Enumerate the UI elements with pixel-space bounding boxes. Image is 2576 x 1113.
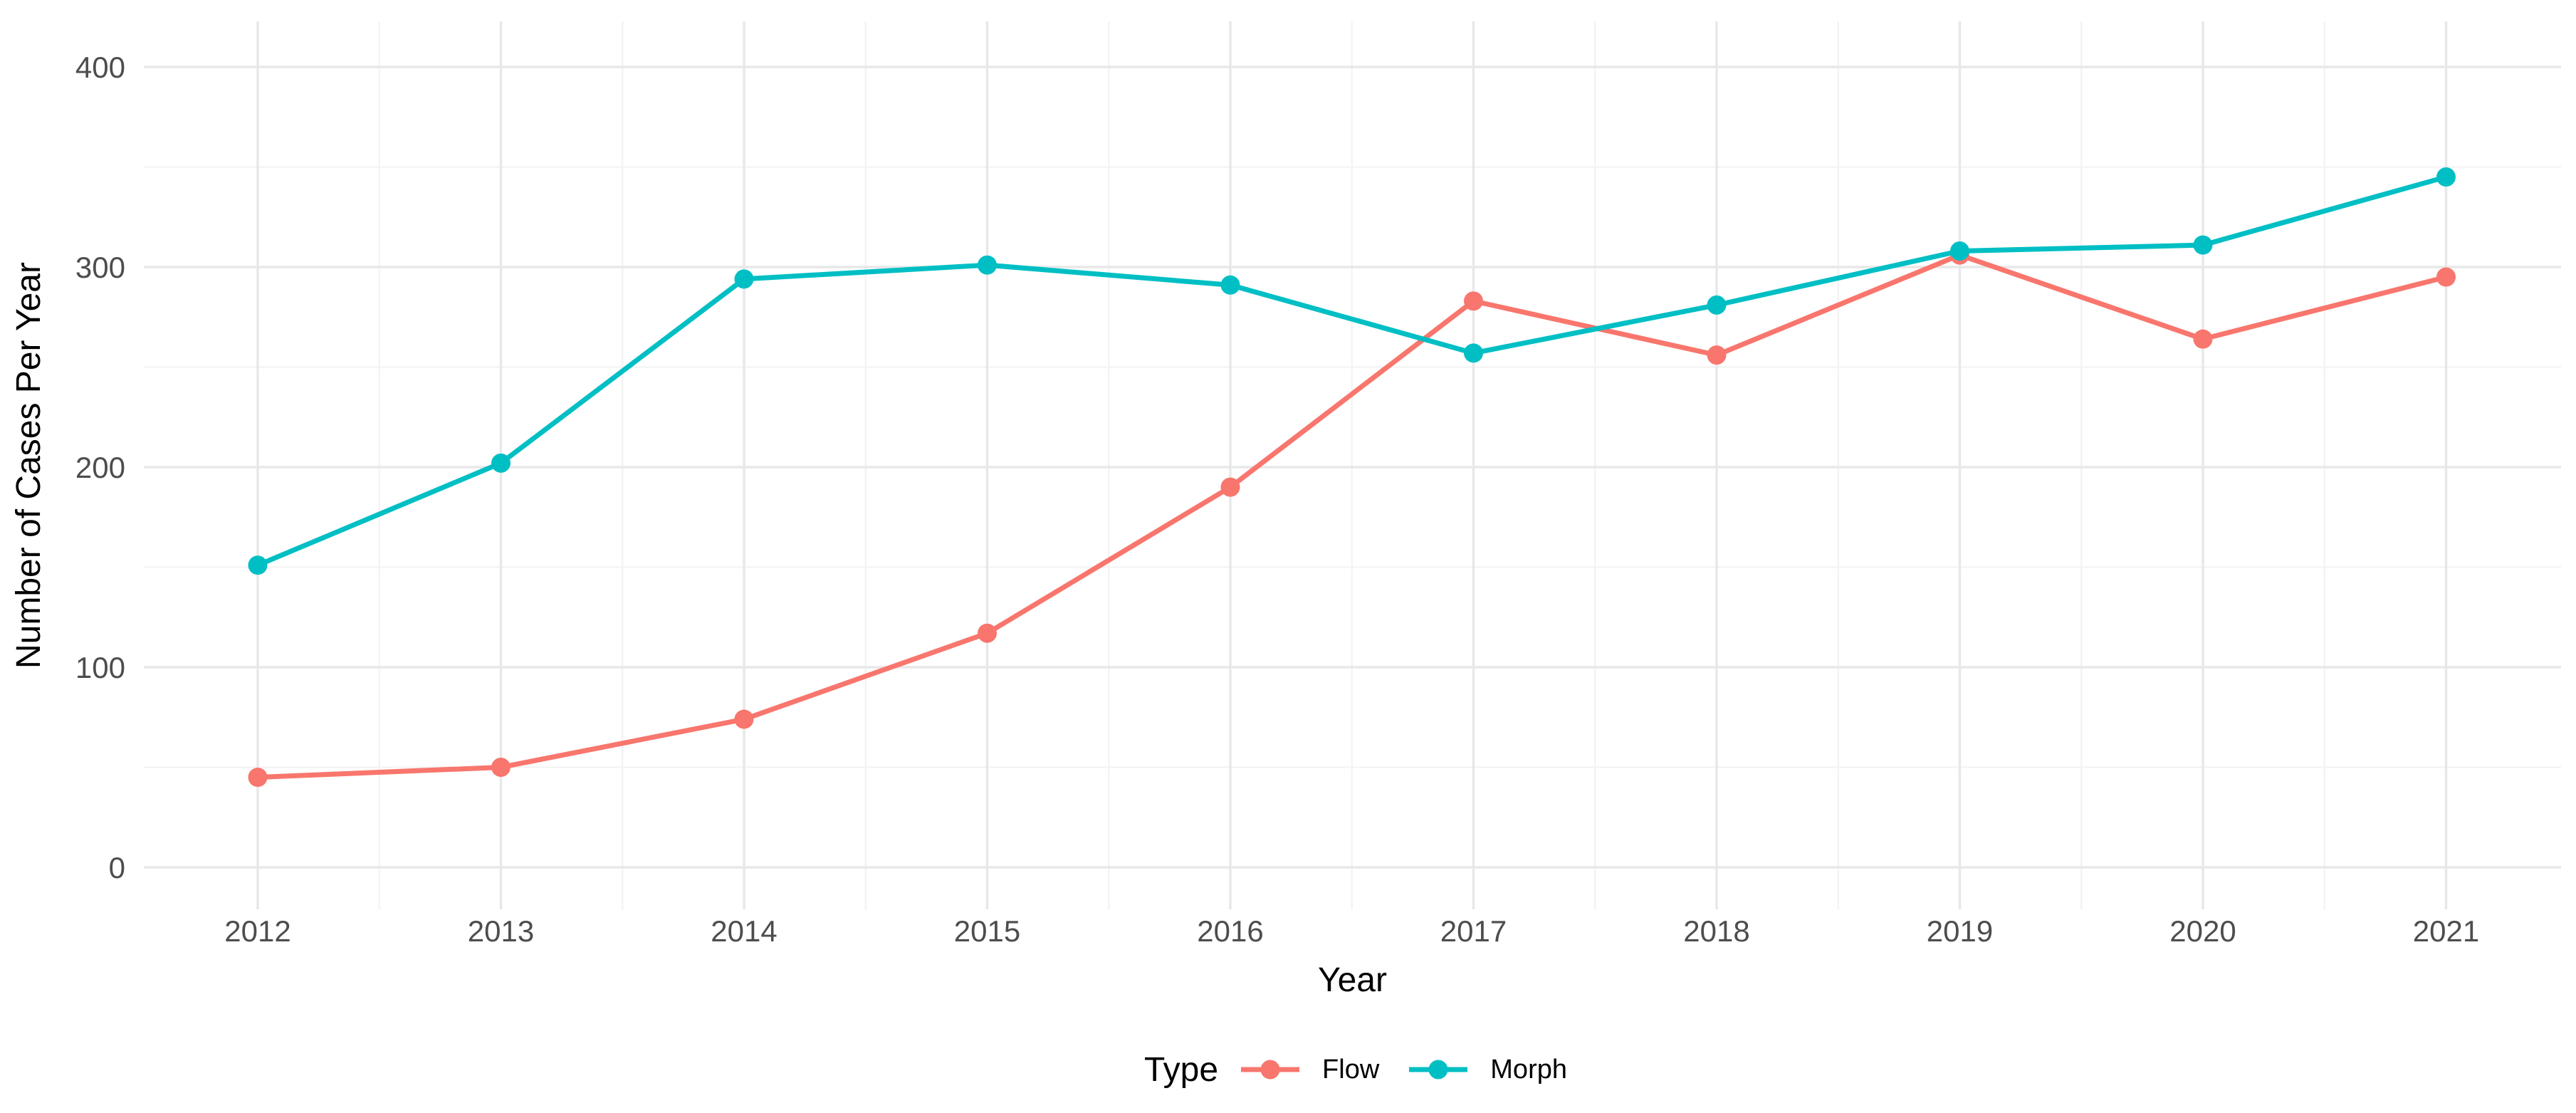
legend-label-morph: Morph xyxy=(1490,1054,1567,1085)
data-point-flow-2020 xyxy=(2193,329,2213,349)
data-point-flow-2014 xyxy=(734,709,754,729)
data-point-morph-2014 xyxy=(734,269,754,289)
data-point-morph-2018 xyxy=(1707,295,1727,315)
data-point-flow-2017 xyxy=(1464,291,1483,311)
data-point-flow-2015 xyxy=(978,623,997,643)
data-point-morph-2019 xyxy=(1950,241,1969,261)
legend: Type Flow Morph xyxy=(135,1034,2576,1105)
y-tick-label: 400 xyxy=(75,51,125,84)
data-point-morph-2016 xyxy=(1220,275,1240,295)
x-tick-label: 2012 xyxy=(224,914,290,948)
legend-key-flow-icon xyxy=(1241,1060,1300,1080)
data-point-morph-2021 xyxy=(2436,167,2456,187)
data-point-morph-2012 xyxy=(248,555,268,575)
x-tick-label: 2017 xyxy=(1440,914,1507,948)
legend-label-flow: Flow xyxy=(1322,1054,1380,1085)
legend-key-morph-icon xyxy=(1409,1060,1468,1080)
data-point-morph-2013 xyxy=(491,453,511,473)
x-tick-label: 2019 xyxy=(1927,914,1993,948)
legend-item-morph: Morph xyxy=(1408,1055,1567,1085)
data-point-flow-2016 xyxy=(1220,477,1240,497)
y-tick-label: 100 xyxy=(75,651,125,684)
y-tick-label: 0 xyxy=(109,851,125,884)
x-axis-title: Year xyxy=(1318,961,1387,999)
data-point-flow-2018 xyxy=(1707,345,1727,365)
x-tick-label: 2016 xyxy=(1197,914,1263,948)
x-tick-label: 2018 xyxy=(1683,914,1749,948)
data-point-morph-2020 xyxy=(2193,235,2213,255)
x-tick-label: 2021 xyxy=(2413,914,2479,948)
y-tick-label: 300 xyxy=(75,251,125,284)
x-tick-label: 2020 xyxy=(2169,914,2236,948)
series-line-morph xyxy=(255,174,2449,568)
data-point-morph-2017 xyxy=(1464,343,1483,363)
data-point-flow-2013 xyxy=(491,758,511,777)
x-tick-label: 2013 xyxy=(468,914,534,948)
legend-item-flow: Flow xyxy=(1240,1055,1379,1085)
legend-title: Type xyxy=(1143,1050,1219,1089)
y-axis-title: Number of Cases Per Year xyxy=(10,262,48,669)
data-point-flow-2021 xyxy=(2436,267,2456,287)
x-tick-label: 2014 xyxy=(711,914,777,948)
series-line-flow xyxy=(255,252,2449,780)
y-tick-label: 200 xyxy=(75,451,125,484)
data-point-morph-2015 xyxy=(978,255,997,275)
x-tick-label: 2015 xyxy=(954,914,1020,948)
data-point-flow-2012 xyxy=(248,768,268,788)
